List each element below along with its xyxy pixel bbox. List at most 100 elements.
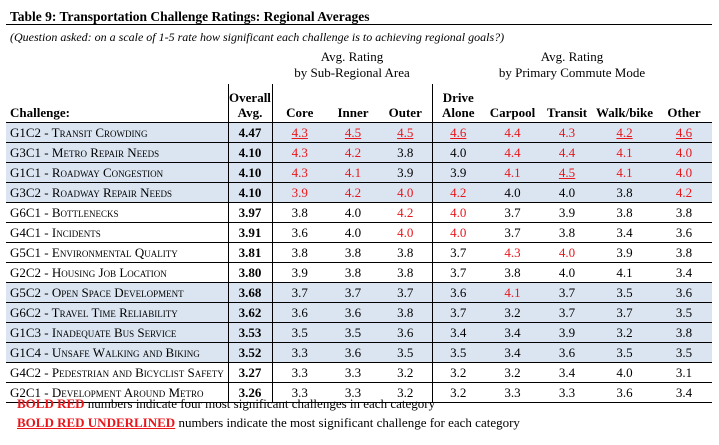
core-cell: 3.6 bbox=[272, 223, 327, 243]
other-cell: 3.8 bbox=[656, 243, 712, 263]
drive-alone-cell: 4.2 bbox=[431, 182, 484, 203]
rating-value: 3.7 bbox=[616, 304, 633, 320]
outer-cell: 4.2 bbox=[379, 203, 432, 223]
challenge-name: G5C2 - Open Space Development bbox=[10, 284, 184, 300]
drive-alone-cell: 4.0 bbox=[431, 142, 484, 163]
core-cell: 3.5 bbox=[272, 323, 327, 343]
challenge-name: G4C2 - Pedestrian and Bicyclist Safety bbox=[10, 364, 224, 380]
rating-value: 3.2 bbox=[450, 364, 467, 380]
rating-value: 3.8 bbox=[397, 264, 414, 280]
rating-value: 3.4 bbox=[558, 364, 576, 380]
rating-value: 4.0 bbox=[450, 144, 467, 160]
rating-value: 3.6 bbox=[675, 284, 693, 300]
rating-value: 3.3 bbox=[344, 384, 362, 400]
rating-value: 4.3 bbox=[558, 124, 576, 140]
outer-cell: 3.5 bbox=[379, 343, 432, 363]
carpool-cell: 4.4 bbox=[484, 143, 541, 163]
overall-avg-cell: 3.27 bbox=[227, 362, 273, 383]
walkbike-cell: 3.5 bbox=[593, 283, 656, 303]
carpool-cell: 4.3 bbox=[484, 243, 541, 263]
transit-cell: 4.0 bbox=[541, 263, 593, 283]
other-cell: 3.4 bbox=[656, 263, 712, 283]
rating-value: 3.5 bbox=[450, 344, 467, 360]
rating-value: 4.5 bbox=[344, 124, 362, 140]
rating-value: 3.8 bbox=[504, 264, 521, 280]
rating-value: 3.6 bbox=[397, 324, 414, 340]
rating-value: 3.8 bbox=[344, 264, 362, 280]
walkbike-cell: 3.5 bbox=[593, 343, 656, 363]
col-walkbike: Walk/bike bbox=[595, 105, 654, 120]
col-challenge: Challenge: bbox=[10, 105, 70, 120]
rating-value: 4.5 bbox=[397, 124, 414, 140]
rating-value: 4.3 bbox=[291, 164, 308, 180]
challenge-name: G2C2 - Housing Job Location bbox=[10, 264, 167, 280]
rating-value: 3.7 bbox=[344, 284, 362, 300]
table-row: G5C1 - Environmental Quality 3.81 3.8 3.8 3.… bbox=[6, 242, 712, 263]
rating-value: 4.1 bbox=[616, 144, 633, 160]
legend-bold-red-key: BOLD RED bbox=[17, 396, 85, 411]
drive-alone-cell: 3.9 bbox=[431, 162, 484, 183]
overall-avg-cell: 3.68 bbox=[227, 282, 273, 303]
table-title: Table 9: Transportation Challenge Rating… bbox=[6, 8, 712, 25]
rating-value: 3.5 bbox=[616, 284, 633, 300]
rating-value: 4.2 bbox=[616, 124, 633, 140]
commute-group-line1: Avg. Rating bbox=[540, 49, 604, 64]
table-row: G4C2 - Pedestrian and Bicyclist Safety 3.… bbox=[6, 362, 712, 383]
rating-value: 4.0 bbox=[344, 204, 362, 220]
walkbike-cell: 3.6 bbox=[593, 383, 656, 403]
legend-underlined-key: BOLD RED UNDERLINED bbox=[17, 415, 176, 430]
overall-avg-cell: 3.80 bbox=[227, 262, 273, 283]
rating-value: 3.7 bbox=[558, 304, 576, 320]
rating-value: 3.2 bbox=[450, 384, 467, 400]
rating-value: 3.2 bbox=[616, 324, 633, 340]
col-outer: Outer bbox=[388, 105, 422, 120]
rating-value: 3.7 bbox=[450, 244, 467, 260]
core-cell: 3.6 bbox=[272, 303, 327, 323]
rating-value: 3.5 bbox=[675, 344, 693, 360]
rating-value: 3.6 bbox=[675, 224, 693, 240]
drive-alone-cell: 4.6 bbox=[431, 122, 484, 143]
inner-cell: 3.3 bbox=[327, 383, 379, 403]
rating-value: 4.5 bbox=[558, 164, 576, 180]
walkbike-cell: 4.1 bbox=[593, 143, 656, 163]
rating-value: 3.4 bbox=[616, 224, 633, 240]
table-row: G2C2 - Housing Job Location 3.80 3.9 3.8 3.8… bbox=[6, 262, 712, 283]
rating-value: 3.8 bbox=[291, 204, 308, 220]
other-cell: 4.0 bbox=[656, 143, 712, 163]
rating-value: 3.3 bbox=[291, 364, 308, 380]
outer-cell: 4.5 bbox=[379, 123, 432, 143]
inner-cell: 3.6 bbox=[327, 343, 379, 363]
rating-value: 3.9 bbox=[291, 264, 308, 280]
transit-cell: 3.7 bbox=[541, 283, 593, 303]
rating-value: 3.8 bbox=[397, 304, 414, 320]
rating-value: 3.7 bbox=[558, 284, 576, 300]
rating-value: 4.3 bbox=[504, 244, 521, 260]
other-cell: 4.0 bbox=[656, 163, 712, 183]
rating-value: 3.2 bbox=[397, 364, 414, 380]
rating-value: 3.4 bbox=[675, 384, 693, 400]
challenge-name: G1C4 - Unsafe Walking and Biking bbox=[10, 344, 200, 360]
overall-avg-cell: 3.91 bbox=[227, 222, 273, 243]
rating-value: 3.7 bbox=[291, 284, 308, 300]
rating-value: 3.3 bbox=[344, 364, 362, 380]
rating-value: 3.3 bbox=[291, 384, 308, 400]
transit-cell: 3.4 bbox=[541, 363, 593, 383]
other-cell: 3.8 bbox=[656, 323, 712, 343]
rating-value: 4.1 bbox=[344, 164, 362, 180]
rating-value: 4.4 bbox=[504, 144, 521, 160]
table-row: G1C4 - Unsafe Walking and Biking 3.52 3.3 3… bbox=[6, 342, 712, 363]
other-cell: 4.6 bbox=[656, 123, 712, 143]
rating-value: 3.6 bbox=[616, 384, 633, 400]
carpool-cell: 3.3 bbox=[484, 383, 541, 403]
table-row: G2C1 - Development Around Metro 3.26 3.3 3.… bbox=[6, 382, 712, 403]
table-row: G3C1 - Metro Repair Needs 4.10 4.3 4.2 3.8 4.… bbox=[6, 142, 712, 163]
rating-value: 4.0 bbox=[675, 164, 693, 180]
drive-alone-cell: 3.6 bbox=[431, 282, 484, 303]
rating-value: 3.8 bbox=[397, 144, 414, 160]
rating-value: 3.4 bbox=[675, 264, 693, 280]
overall-avg-cell: 3.81 bbox=[227, 242, 273, 263]
rating-value: 3.9 bbox=[558, 204, 576, 220]
rating-value: 3.6 bbox=[344, 304, 362, 320]
rating-value: 3.8 bbox=[616, 184, 633, 200]
rating-value: 4.0 bbox=[450, 224, 467, 240]
